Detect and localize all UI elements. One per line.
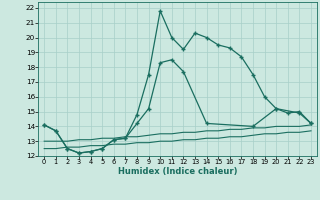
X-axis label: Humidex (Indice chaleur): Humidex (Indice chaleur) — [118, 167, 237, 176]
